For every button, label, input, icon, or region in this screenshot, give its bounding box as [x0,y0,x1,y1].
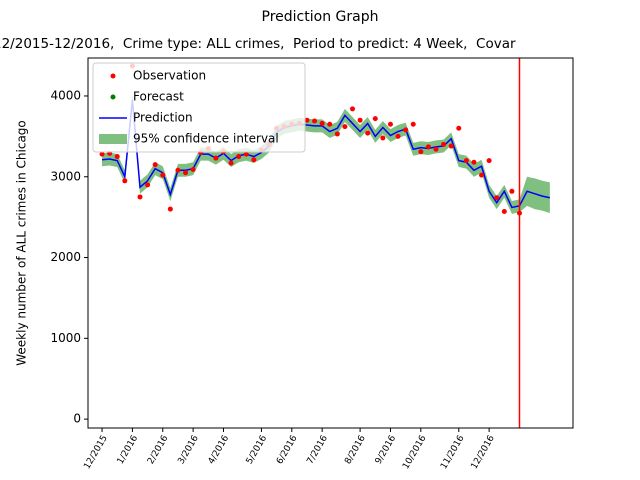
data-point [243,151,249,157]
data-point [342,124,348,130]
data-point [114,154,120,160]
data-point [304,117,310,123]
data-point [410,121,416,127]
data-point [479,172,485,178]
data-point [418,149,424,155]
data-point [213,155,219,161]
data-point [319,120,325,126]
data-point [175,167,181,173]
data-point [99,151,105,157]
legend-label: Prediction [133,111,193,125]
data-point [471,159,477,165]
data-point [327,121,333,127]
legend-label: Forecast [133,90,184,104]
y-tick-label: 0 [73,412,81,426]
y-axis-label: Weekly number of ALL crimes in Chicago [15,120,29,366]
data-point [152,162,158,168]
data-point [228,160,234,166]
plot-frame [87,57,574,429]
data-point [501,208,507,214]
legend-swatch [99,134,127,144]
data-point [387,121,393,127]
data-point [372,116,378,122]
data-point [350,106,356,112]
data-point [494,195,500,201]
data-point [190,166,196,172]
legend-label: 95% confidence interval [133,132,279,146]
data-point [236,154,242,160]
legend-swatch [110,73,116,79]
y-tick-label: 4000 [50,88,81,102]
legend-label: Observation [133,69,206,83]
data-point [380,135,386,141]
y-tick-label: 2000 [50,250,81,264]
data-point [312,118,318,124]
legend-box [92,62,306,153]
legend-swatch [110,94,116,100]
data-point [448,143,454,149]
data-point [334,131,340,137]
data-point [251,157,257,163]
y-tick-label: 3000 [50,169,81,183]
data-point [122,178,128,184]
data-point [183,170,189,176]
chart-title: Prediction Graph [262,9,379,25]
data-point [357,117,363,123]
data-point [145,182,151,188]
data-point [509,188,515,194]
data-point [403,127,409,133]
data-point [486,158,492,164]
data-point [160,172,166,178]
prediction-line [101,99,551,209]
data-point [365,130,371,136]
data-point [425,144,431,150]
data-point [433,146,439,152]
data-point [441,141,447,147]
data-point [395,133,401,139]
data-point [167,206,173,212]
data-point [456,125,462,131]
chart-subtitle: 12/2015-12/2016, Crime type: ALL crimes,… [0,36,516,52]
data-point [137,194,143,200]
data-point [463,158,469,164]
y-tick-label: 1000 [50,331,81,345]
